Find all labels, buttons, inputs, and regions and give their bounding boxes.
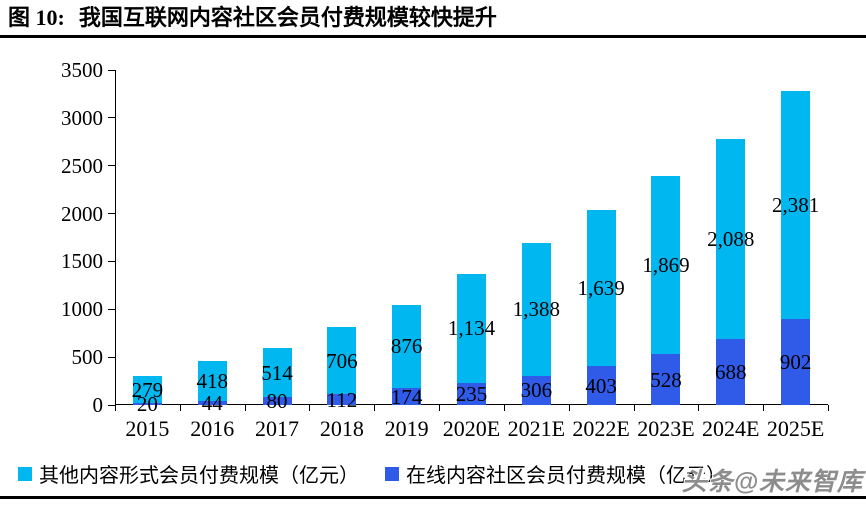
bar-segment-other-content-2024E xyxy=(716,139,746,340)
y-tick-mark xyxy=(108,356,115,358)
bar-segment-other-content-2023E xyxy=(651,175,681,355)
x-axis-label-2016: 2016 xyxy=(190,416,235,441)
bar-value-label-2016: 44 xyxy=(201,390,223,415)
bar-segment-online-community-2015 xyxy=(132,403,162,405)
bar-value-label-2023E: 1,869 xyxy=(642,253,690,278)
bottom-divider-rule xyxy=(0,496,866,499)
y-tick-mark xyxy=(108,69,115,71)
x-tick-mark xyxy=(179,405,181,411)
x-axis-label-2023E: 2023E xyxy=(637,416,695,441)
bar-value-label-2021E: 306 xyxy=(520,378,553,403)
bar-value-label-2023E: 528 xyxy=(650,367,682,392)
x-tick-mark xyxy=(309,405,311,411)
legend-swatch-blue xyxy=(385,466,399,481)
x-axis-label-2015: 2015 xyxy=(125,416,170,441)
bar-value-label-2025E: 2,381 xyxy=(771,192,820,217)
bar-segment-other-content-2022E xyxy=(586,209,616,367)
y-tick-label: 500 xyxy=(71,345,104,370)
y-tick-label: 2000 xyxy=(61,201,103,226)
y-tick-label: 3000 xyxy=(61,105,103,130)
x-axis-label-2025E: 2025E xyxy=(766,416,825,441)
bar-segment-online-community-2021E xyxy=(521,375,551,405)
legend-swatch-cyan xyxy=(18,466,32,481)
x-tick-mark xyxy=(633,405,635,411)
title-divider-rule xyxy=(0,35,866,38)
legend-label: 其他内容形式会员付费规模（亿元） xyxy=(39,465,359,487)
bar-value-label-2017: 514 xyxy=(261,360,293,385)
bar-segment-other-content-2015 xyxy=(132,376,162,404)
x-axis-label-2019: 2019 xyxy=(384,416,429,441)
y-tick-label: 1500 xyxy=(61,249,103,274)
bar-value-label-2017: 80 xyxy=(266,389,288,414)
watermark: 头条@未来智库 xyxy=(681,468,863,496)
bar-value-label-2024E: 2,088 xyxy=(707,227,755,252)
y-tick-label: 2500 xyxy=(61,153,103,178)
bar-value-label-2024E: 688 xyxy=(715,360,747,385)
chart-legend: 其他内容形式会员付费规模（亿元） 在线内容社区会员付费规模（亿元） xyxy=(18,459,752,488)
x-axis-label-2022E: 2022E xyxy=(572,416,630,441)
bar-segment-online-community-2025E xyxy=(781,318,811,405)
legend-label: 在线内容社区会员付费规模（亿元） xyxy=(406,465,726,487)
figure-title: 图 10: 我国互联网内容社区会员付费规模较快提升 xyxy=(8,3,497,33)
legend-item-other-content: 其他内容形式会员付费规模（亿元） xyxy=(18,459,359,488)
bar-segment-other-content-2019 xyxy=(392,304,422,389)
x-axis-label-2024E: 2024E xyxy=(702,416,760,441)
y-tick-mark xyxy=(108,260,115,262)
x-tick-mark xyxy=(698,405,700,411)
x-tick-mark xyxy=(244,405,246,411)
bar-segment-other-content-2020E xyxy=(457,273,486,383)
x-axis-label-2021E: 2021E xyxy=(507,416,566,441)
plot-area: 0 500 1000 1500 2000 2500 3000 3500 20 279 2015 44 4… xyxy=(61,59,829,441)
x-axis-label-2018: 2018 xyxy=(319,416,364,441)
y-tick-mark xyxy=(108,165,115,167)
bar-value-label-2021E: 1,388 xyxy=(512,297,560,322)
bar-value-label-2025E: 902 xyxy=(779,349,812,374)
legend-item-online-community: 在线内容社区会员付费规模（亿元） xyxy=(385,459,726,488)
bar-segment-other-content-2018 xyxy=(327,326,357,395)
x-axis-label-2020E: 2020E xyxy=(442,416,501,441)
bar-segment-online-community-2023E xyxy=(651,354,681,405)
bar-value-label-2019: 876 xyxy=(390,334,423,359)
bar-segment-online-community-2016 xyxy=(197,400,227,405)
bar-value-label-2015: 20 xyxy=(136,392,158,417)
y-tick-label: 3500 xyxy=(61,58,103,82)
y-tick-mark xyxy=(108,213,115,215)
bar-value-label-2019: 174 xyxy=(390,384,423,409)
bar-value-label-2022E: 1,639 xyxy=(577,276,625,300)
bar-segment-other-content-2017 xyxy=(262,348,292,398)
bar-segment-other-content-2021E xyxy=(521,242,551,376)
bar-value-label-2016: 418 xyxy=(196,368,228,393)
y-axis-line xyxy=(115,70,116,405)
x-tick-mark xyxy=(439,405,441,411)
x-tick-mark xyxy=(115,405,116,411)
figure-number: 图 10: xyxy=(8,5,65,30)
x-tick-mark xyxy=(763,405,765,411)
y-tick-label: 1000 xyxy=(61,297,103,322)
bar-segment-online-community-2017 xyxy=(262,397,292,405)
y-tick-label: 0 xyxy=(92,393,104,417)
x-tick-mark xyxy=(503,405,505,411)
y-tick-mark xyxy=(108,308,115,310)
x-tick-mark xyxy=(568,405,570,411)
figure-title-text: 我国互联网内容社区会员付费规模较快提升 xyxy=(78,5,497,30)
x-tick-mark xyxy=(828,405,829,411)
bar-segment-other-content-2016 xyxy=(197,360,227,401)
y-tick-mark xyxy=(108,117,115,119)
x-tick-mark xyxy=(374,405,376,411)
bar-value-label-2020E: 1,134 xyxy=(447,316,496,341)
bar-value-label-2015: 279 xyxy=(131,377,164,402)
bar-segment-other-content-2025E xyxy=(781,90,811,319)
bar-segment-online-community-2020E xyxy=(457,382,486,405)
bar-value-label-2020E: 235 xyxy=(455,381,488,406)
bar-segment-online-community-2024E xyxy=(716,339,746,405)
bar-value-label-2018: 112 xyxy=(326,387,358,412)
bar-segment-online-community-2018 xyxy=(327,394,357,405)
x-axis-label-2017: 2017 xyxy=(255,416,300,441)
bar-value-label-2022E: 403 xyxy=(585,373,617,398)
bar-segment-online-community-2019 xyxy=(392,388,422,405)
bar-segment-online-community-2022E xyxy=(586,366,616,405)
y-tick-mark xyxy=(108,404,115,406)
bar-value-label-2018: 706 xyxy=(326,348,358,373)
